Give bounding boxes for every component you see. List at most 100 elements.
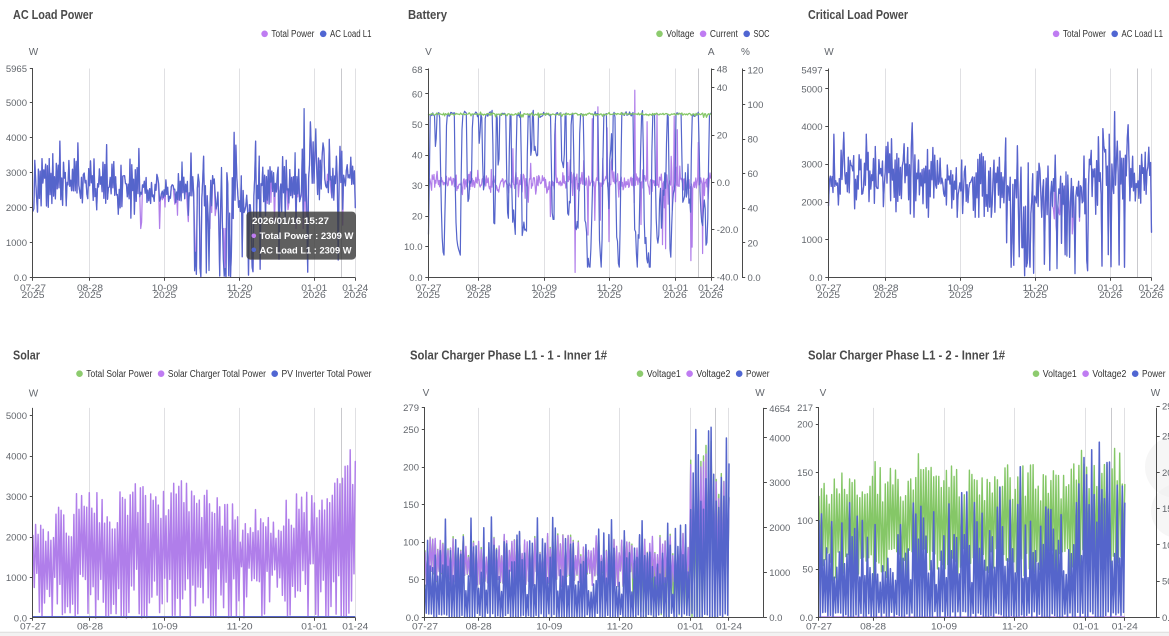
svg-text:11-20: 11-20 bbox=[227, 622, 253, 633]
svg-text:10-09: 10-09 bbox=[931, 622, 957, 633]
svg-text:0.0: 0.0 bbox=[409, 273, 422, 284]
svg-text:01-01: 01-01 bbox=[677, 622, 703, 633]
svg-text:4654: 4654 bbox=[769, 404, 790, 415]
svg-text:100: 100 bbox=[797, 516, 813, 527]
svg-text:2026: 2026 bbox=[664, 290, 687, 301]
svg-text:-20.0: -20.0 bbox=[717, 225, 739, 236]
svg-text:0.0: 0.0 bbox=[800, 613, 813, 624]
svg-text:08-28: 08-28 bbox=[466, 283, 492, 294]
svg-text:2025: 2025 bbox=[22, 290, 45, 301]
svg-text:07-27: 07-27 bbox=[412, 622, 438, 633]
svg-text:50: 50 bbox=[802, 565, 813, 576]
svg-text:07-27: 07-27 bbox=[20, 283, 46, 294]
svg-text:10-09: 10-09 bbox=[152, 622, 178, 633]
svg-text:PV Inverter Total Power: PV Inverter Total Power bbox=[282, 369, 373, 380]
svg-text:2026/01/16 15:27: 2026/01/16 15:27 bbox=[252, 216, 329, 227]
svg-text:Solar: Solar bbox=[13, 349, 40, 363]
svg-text:2025: 2025 bbox=[467, 290, 490, 301]
svg-text:2025: 2025 bbox=[417, 290, 440, 301]
svg-text:3000: 3000 bbox=[801, 160, 822, 171]
svg-text:11-20: 11-20 bbox=[607, 622, 633, 633]
svg-text:2026: 2026 bbox=[344, 290, 367, 301]
svg-text:Solar Charger Phase L1 - 2 - I: Solar Charger Phase L1 - 2 - Inner 1# bbox=[808, 349, 1005, 363]
svg-text:2025: 2025 bbox=[949, 290, 972, 301]
svg-text:2912: 2912 bbox=[1162, 402, 1169, 413]
svg-text:2500: 2500 bbox=[1162, 432, 1169, 443]
svg-text:5497: 5497 bbox=[801, 66, 822, 77]
svg-text:4000: 4000 bbox=[801, 122, 822, 133]
svg-text:Voltage1: Voltage1 bbox=[647, 369, 681, 380]
svg-text:60: 60 bbox=[748, 169, 759, 180]
svg-text:2000: 2000 bbox=[6, 203, 27, 214]
svg-text:20: 20 bbox=[748, 238, 759, 249]
svg-text:AC Load L1: AC Load L1 bbox=[330, 29, 372, 40]
svg-text:01-01: 01-01 bbox=[301, 283, 327, 294]
svg-text:50: 50 bbox=[408, 575, 419, 586]
svg-text:Voltage: Voltage bbox=[666, 29, 694, 40]
svg-text:150: 150 bbox=[403, 500, 419, 511]
svg-text:Power: Power bbox=[1142, 369, 1166, 380]
svg-text:AC Load L1: AC Load L1 bbox=[1122, 29, 1164, 40]
svg-text:80: 80 bbox=[748, 135, 759, 146]
svg-text:60: 60 bbox=[412, 89, 423, 100]
svg-text:50: 50 bbox=[412, 120, 423, 131]
svg-text:2026: 2026 bbox=[1099, 290, 1122, 301]
svg-text:5000: 5000 bbox=[801, 84, 822, 95]
svg-text:40: 40 bbox=[717, 83, 728, 94]
svg-text:-40.0: -40.0 bbox=[717, 272, 739, 283]
svg-text:150: 150 bbox=[797, 468, 813, 479]
svg-text:10-09: 10-09 bbox=[152, 283, 178, 294]
svg-text:2000: 2000 bbox=[1162, 468, 1169, 479]
svg-text:40: 40 bbox=[748, 204, 759, 215]
svg-text:AC Load L1 : 2309 W: AC Load L1 : 2309 W bbox=[260, 245, 353, 256]
svg-text:10-09: 10-09 bbox=[536, 622, 562, 633]
svg-text:Critical Load Power: Critical Load Power bbox=[808, 8, 908, 22]
svg-text:0.0: 0.0 bbox=[406, 613, 419, 624]
svg-text:W: W bbox=[29, 389, 39, 400]
svg-text:Voltage2: Voltage2 bbox=[696, 369, 730, 380]
svg-text:01-24: 01-24 bbox=[698, 283, 724, 294]
svg-text:4000: 4000 bbox=[6, 452, 27, 463]
svg-text:01-24: 01-24 bbox=[1112, 622, 1138, 633]
svg-text:08-28: 08-28 bbox=[873, 283, 899, 294]
svg-text:5965: 5965 bbox=[6, 64, 27, 75]
svg-text:08-28: 08-28 bbox=[466, 622, 492, 633]
svg-text:250: 250 bbox=[403, 425, 419, 436]
svg-text:5000: 5000 bbox=[6, 411, 27, 422]
svg-text:07-27: 07-27 bbox=[806, 622, 832, 633]
svg-text:11-20: 11-20 bbox=[227, 283, 253, 294]
svg-text:120: 120 bbox=[748, 66, 764, 77]
svg-text:01-24: 01-24 bbox=[716, 622, 742, 633]
svg-text:08-28: 08-28 bbox=[77, 622, 103, 633]
svg-text:2000: 2000 bbox=[769, 523, 790, 534]
svg-text:01-01: 01-01 bbox=[1073, 622, 1099, 633]
svg-text:11-20: 11-20 bbox=[1023, 283, 1049, 294]
svg-text:Power: Power bbox=[746, 369, 770, 380]
svg-text:W: W bbox=[755, 388, 765, 399]
svg-text:Battery: Battery bbox=[408, 8, 447, 22]
svg-text:0.0: 0.0 bbox=[748, 273, 761, 284]
svg-text:100: 100 bbox=[403, 538, 419, 549]
svg-text:0.0: 0.0 bbox=[1162, 613, 1169, 624]
svg-text:100: 100 bbox=[748, 100, 764, 111]
svg-text:Solar Charger Phase L1 - 1 - I: Solar Charger Phase L1 - 1 - Inner 1# bbox=[410, 349, 607, 363]
svg-text:Voltage2: Voltage2 bbox=[1092, 369, 1126, 380]
svg-text:10-09: 10-09 bbox=[948, 283, 974, 294]
svg-text:01-24: 01-24 bbox=[342, 622, 368, 633]
svg-text:2025: 2025 bbox=[598, 290, 621, 301]
svg-text:11-20: 11-20 bbox=[597, 283, 623, 294]
svg-text:W: W bbox=[29, 47, 39, 58]
svg-text:%: % bbox=[741, 47, 750, 58]
svg-text:2025: 2025 bbox=[228, 290, 251, 301]
svg-text:5000: 5000 bbox=[6, 98, 27, 109]
svg-text:10.0: 10.0 bbox=[404, 242, 423, 253]
svg-text:AC Load Power: AC Load Power bbox=[13, 8, 93, 22]
svg-text:Voltage1: Voltage1 bbox=[1043, 369, 1077, 380]
svg-text:01-24: 01-24 bbox=[342, 283, 368, 294]
svg-text:68: 68 bbox=[412, 65, 423, 76]
svg-text:1000: 1000 bbox=[801, 235, 822, 246]
svg-text:0.0: 0.0 bbox=[14, 273, 27, 284]
svg-text:3000: 3000 bbox=[6, 492, 27, 503]
svg-text:2025: 2025 bbox=[817, 290, 840, 301]
